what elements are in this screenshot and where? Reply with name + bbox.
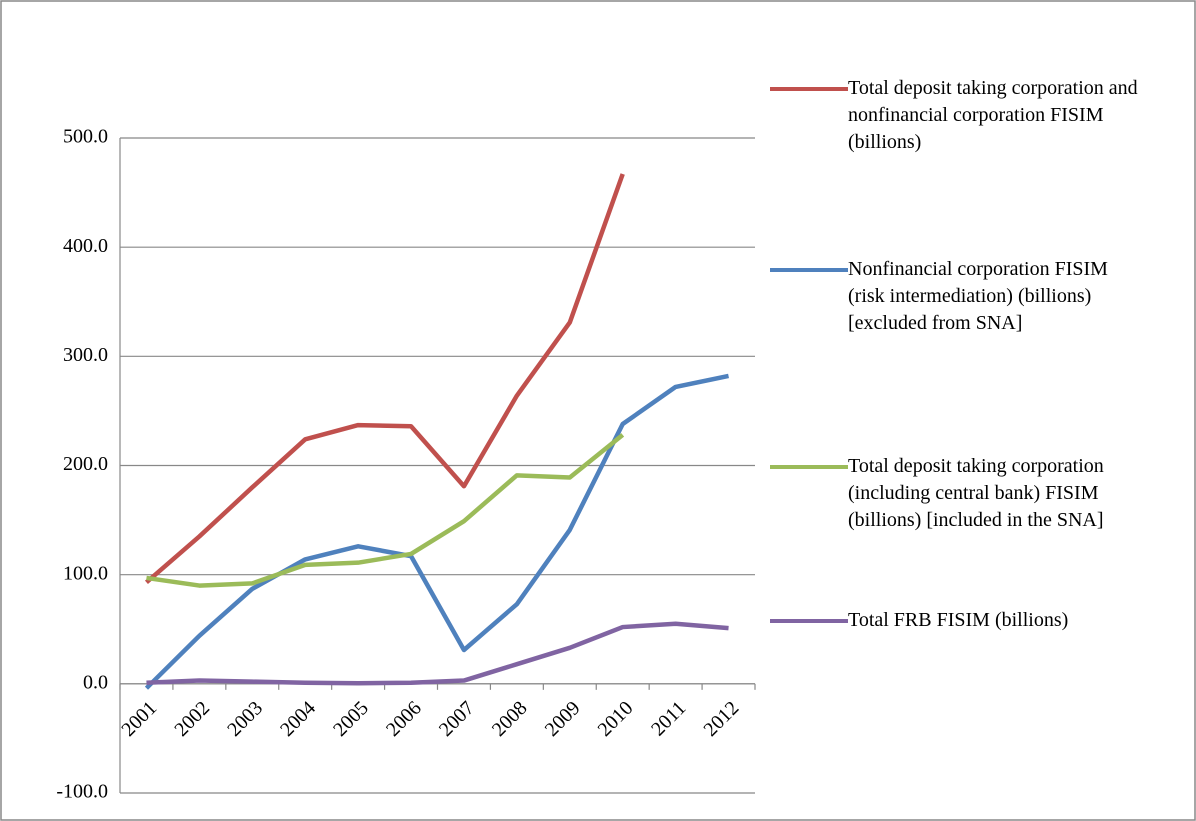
legend-item: Total deposit taking corporation and non… xyxy=(770,75,1148,156)
y-tick-label: 400.0 xyxy=(63,235,108,257)
legend-swatch xyxy=(770,268,848,272)
y-tick-label: -100.0 xyxy=(56,781,108,803)
series-line xyxy=(146,621,729,686)
y-tick-label: 200.0 xyxy=(63,453,108,475)
series-line xyxy=(144,373,729,690)
series-line xyxy=(144,173,625,585)
legend-item: Total FRB FISIM (billions) xyxy=(770,607,1148,634)
legend-label: Nonfinancial corporation FISIM (risk int… xyxy=(848,258,1108,334)
y-tick-label: 100.0 xyxy=(63,562,108,584)
legend-swatch xyxy=(770,619,848,623)
legend-label: Total deposit taking corporation and non… xyxy=(848,77,1138,153)
legend-label: Total deposit taking corporation (includ… xyxy=(848,455,1104,531)
legend-item: Nonfinancial corporation FISIM (risk int… xyxy=(770,256,1148,337)
y-tick-label: 0.0 xyxy=(83,671,108,693)
y-tick-label: 500.0 xyxy=(63,126,108,148)
legend-label: Total FRB FISIM (billions) xyxy=(848,609,1069,631)
series-line xyxy=(146,433,625,588)
legend-item: Total deposit taking corporation (includ… xyxy=(770,453,1148,534)
legend-swatch xyxy=(770,87,848,91)
y-tick-label: 300.0 xyxy=(63,344,108,366)
legend-swatch xyxy=(770,465,848,469)
